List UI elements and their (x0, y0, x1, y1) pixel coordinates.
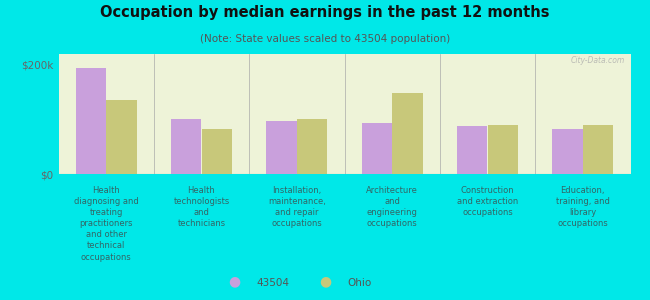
Text: (Note: State values scaled to 43504 population): (Note: State values scaled to 43504 popu… (200, 34, 450, 44)
Bar (202, 129, 232, 174)
Text: City-Data.com: City-Data.com (571, 56, 625, 65)
Bar (171, 119, 202, 174)
Text: Ohio: Ohio (348, 278, 372, 288)
Text: 43504: 43504 (257, 278, 290, 288)
Bar (361, 123, 392, 174)
Text: Installation,
maintenance,
and repair
occupations: Installation, maintenance, and repair oc… (268, 186, 326, 228)
Bar (266, 121, 297, 174)
Text: ●: ● (228, 274, 240, 288)
Text: Architecture
and
engineering
occupations: Architecture and engineering occupations (366, 186, 418, 228)
Text: Health
diagnosing and
treating
practitioners
and other
technical
occupations: Health diagnosing and treating practitio… (74, 186, 138, 262)
Bar (488, 125, 518, 174)
Text: Health
technologists
and
technicians: Health technologists and technicians (174, 186, 229, 228)
Text: Construction
and extraction
occupations: Construction and extraction occupations (457, 186, 518, 217)
Bar (552, 129, 583, 174)
Text: Occupation by median earnings in the past 12 months: Occupation by median earnings in the pas… (100, 4, 550, 20)
Bar (392, 93, 422, 174)
Text: ●: ● (319, 274, 331, 288)
Bar (75, 68, 106, 174)
Bar (297, 119, 328, 174)
Bar (106, 100, 136, 174)
Bar (583, 125, 614, 174)
Bar (457, 126, 488, 174)
Text: Education,
training, and
library
occupations: Education, training, and library occupat… (556, 186, 610, 228)
